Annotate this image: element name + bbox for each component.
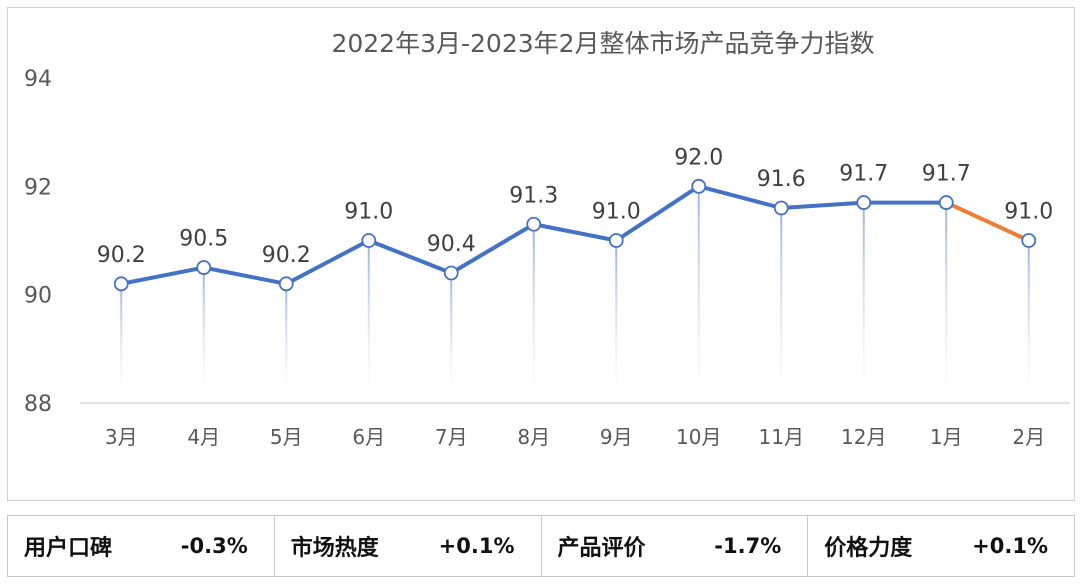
x-tick-label: 2月 — [1012, 425, 1045, 449]
series-line-segment — [449, 222, 536, 275]
data-point — [773, 200, 789, 216]
drop-line — [285, 283, 288, 383]
data-point — [278, 276, 294, 292]
x-tick-label: 6月 — [352, 425, 385, 449]
data-label: 91.0 — [1004, 200, 1053, 225]
data-label: 92.0 — [674, 145, 723, 170]
series-line-segment — [944, 200, 1031, 243]
data-label: 91.6 — [757, 167, 806, 192]
series-line-segment — [531, 222, 619, 243]
data-label: 90.4 — [427, 232, 476, 257]
x-tick-label: 8月 — [517, 425, 550, 449]
y-tick-label: 88 — [24, 392, 52, 417]
series-line-segment — [366, 238, 454, 275]
summary-cell-market-heat: 市场热度 +0.1% — [275, 516, 542, 576]
line-chart: 2022年3月-2023年2月整体市场产品竞争力指数 88 90 92 94 3月 4月 5月… — [24, 29, 1070, 449]
series-line-segment — [201, 265, 289, 286]
summary-label: 价格力度 — [824, 536, 913, 561]
data-point — [361, 233, 377, 248]
drop-line — [1027, 240, 1030, 383]
y-tick-label: 94 — [24, 67, 52, 92]
series-line-segment — [696, 184, 784, 210]
x-tick-label: 1月 — [930, 425, 963, 449]
drop-line — [862, 202, 865, 383]
x-tick-label: 12月 — [841, 425, 886, 449]
summary-value: -1.7% — [714, 534, 782, 558]
data-label: 91.0 — [592, 200, 641, 225]
drop-line — [120, 283, 123, 383]
summary-label: 产品评价 — [557, 536, 646, 561]
data-label: 90.5 — [179, 227, 228, 252]
summary-cell-price-strength: 价格力度 +0.1% — [808, 516, 1074, 576]
data-point — [196, 260, 212, 275]
x-tick-label: 3月 — [105, 425, 138, 449]
summary-value: +0.1% — [438, 534, 515, 558]
data-point — [691, 178, 707, 194]
x-tick-label: 4月 — [187, 425, 220, 449]
x-tick-label: 9月 — [600, 425, 633, 449]
data-point — [856, 195, 872, 210]
data-point — [526, 216, 542, 232]
data-point — [608, 233, 624, 248]
x-tick-label: 11月 — [759, 425, 804, 449]
series-line-segment — [284, 238, 371, 286]
data-point — [113, 276, 129, 292]
drop-line — [532, 224, 535, 383]
data-point — [1021, 233, 1037, 248]
chart-frame — [7, 7, 1075, 501]
drop-line — [697, 186, 700, 383]
data-point — [938, 195, 954, 210]
chart-title: 2022年3月-2023年2月整体市场产品竞争力指数 — [331, 29, 874, 58]
drop-line — [450, 273, 453, 383]
data-label: 90.2 — [97, 243, 146, 268]
series-line-segment — [779, 200, 866, 210]
summary-bar: 用户口碑 -0.3% 市场热度 +0.1% 产品评价 -1.7% 价格力度 +0… — [7, 515, 1075, 577]
drop-line — [367, 240, 370, 383]
summary-cell-user-reputation: 用户口碑 -0.3% — [8, 516, 275, 576]
series-line-segment — [614, 184, 701, 243]
x-tick-label: 10月 — [676, 425, 721, 449]
x-tick-label: 7月 — [435, 425, 468, 449]
drop-line — [615, 240, 618, 383]
data-label: 90.2 — [262, 243, 311, 268]
drop-line — [202, 267, 205, 383]
drop-line — [780, 208, 783, 383]
summary-cell-product-rating: 产品评价 -1.7% — [542, 516, 809, 576]
summary-value: +0.1% — [972, 534, 1048, 558]
data-label: 91.3 — [509, 183, 558, 208]
summary-value: -0.3% — [180, 534, 248, 558]
data-label: 91.0 — [344, 200, 393, 225]
data-point — [443, 265, 459, 281]
drop-line — [945, 202, 948, 383]
y-tick-label: 90 — [24, 284, 52, 309]
series-line-segment — [119, 265, 206, 286]
data-label: 91.7 — [839, 162, 888, 187]
data-label: 91.7 — [922, 162, 971, 187]
y-tick-label: 92 — [24, 175, 52, 200]
x-tick-label: 5月 — [270, 425, 303, 449]
summary-label: 用户口碑 — [24, 536, 113, 561]
summary-label: 市场热度 — [290, 536, 379, 561]
